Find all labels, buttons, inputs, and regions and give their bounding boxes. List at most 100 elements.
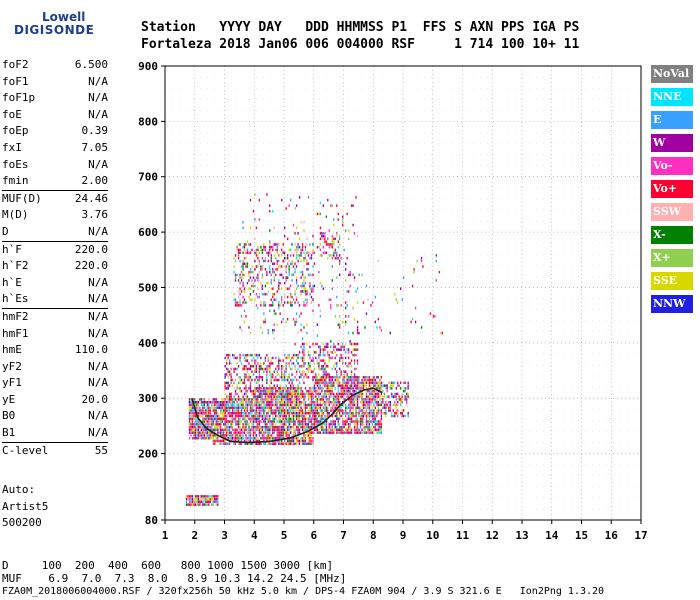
echo-point (377, 392, 380, 396)
echo-point (267, 398, 269, 401)
echo-point (407, 412, 409, 415)
echo-point (287, 257, 289, 260)
echo-point (312, 403, 314, 407)
echo-point (278, 306, 280, 310)
echo-point (410, 320, 412, 324)
echo-point (318, 387, 320, 390)
echo-point (330, 378, 332, 382)
echo-point (200, 398, 203, 401)
echo-point (234, 279, 237, 282)
echo-point (342, 423, 344, 426)
echo-point (310, 437, 313, 440)
echo-point (188, 423, 191, 426)
echo-point (227, 376, 229, 379)
echo-point (255, 265, 258, 268)
header-values: Fortaleza 2018 Jan06 006 004000 RSF 1 71… (141, 37, 580, 52)
echo-point (231, 353, 234, 357)
echo-point (205, 417, 207, 421)
echo-point (368, 384, 371, 387)
echo-point (242, 417, 244, 421)
echo-point (303, 365, 305, 368)
echo-point (298, 370, 301, 373)
echo-point (290, 425, 292, 429)
echo-point (328, 403, 330, 407)
echo-point (260, 428, 262, 432)
echo-point (243, 387, 246, 390)
echo-point (345, 403, 347, 407)
echo-point (278, 367, 280, 371)
echo-point (194, 398, 197, 401)
echo-point (337, 240, 339, 243)
echo-point (370, 401, 372, 404)
echo-point (254, 428, 256, 432)
echo-point (300, 248, 302, 252)
echo-point (348, 229, 350, 232)
echo-point (220, 434, 222, 437)
echo-point (272, 248, 274, 252)
echo-point (370, 431, 372, 434)
echo-point (246, 409, 249, 412)
echo-point (249, 381, 252, 385)
echo-point (349, 425, 351, 429)
echo-point (230, 381, 232, 385)
echo-point (245, 265, 247, 268)
echo-point (392, 403, 394, 407)
echo-point (331, 403, 333, 407)
echo-point (334, 423, 336, 426)
echo-point (237, 251, 240, 254)
echo-point (290, 198, 292, 202)
echo-point (322, 367, 325, 371)
echo-point (380, 401, 383, 404)
echo-point (282, 431, 284, 434)
echo-point (291, 373, 293, 376)
echo-point (239, 293, 241, 296)
echo-point (343, 387, 345, 390)
echo-point (224, 442, 226, 445)
echo-point (315, 373, 317, 376)
echo-point (407, 381, 409, 385)
echo-point (288, 395, 290, 398)
echo-point (248, 367, 250, 371)
echo-point (342, 356, 344, 360)
echo-point (257, 353, 259, 357)
echo-point (249, 420, 252, 423)
echo-point (342, 431, 344, 434)
echo-point (355, 398, 357, 401)
echo-point (304, 304, 307, 307)
echo-point (312, 309, 314, 313)
echo-point (327, 353, 329, 357)
echo-point (230, 434, 232, 437)
echo-point (356, 417, 359, 421)
echo-point (260, 365, 262, 368)
param-row: foF1p N/A (2, 90, 108, 107)
echo-point (337, 376, 339, 379)
echo-point (298, 376, 301, 379)
echo-point (295, 395, 298, 398)
echo-point (385, 401, 387, 404)
echo-point (309, 251, 311, 254)
echo-point (304, 395, 307, 398)
echo-point (275, 298, 277, 301)
echo-point (267, 329, 269, 332)
echo-point (267, 387, 269, 390)
echo-point (227, 428, 229, 432)
echo-point (261, 276, 264, 279)
echo-point (395, 298, 397, 301)
echo-point (297, 301, 299, 304)
echo-point (325, 392, 328, 396)
echo-point (185, 503, 188, 506)
echo-point (287, 442, 289, 445)
echo-point (270, 437, 272, 440)
echo-point (343, 431, 345, 434)
echo-point (380, 381, 383, 385)
echo-point (243, 431, 246, 434)
echo-point (279, 395, 281, 398)
echo-point (193, 417, 195, 421)
echo-point (278, 442, 280, 445)
echo-point (223, 414, 225, 418)
echo-point (346, 406, 348, 409)
echo-point (236, 406, 238, 409)
echo-point (313, 414, 316, 418)
echo-point (328, 254, 330, 257)
echo-point (365, 414, 368, 418)
